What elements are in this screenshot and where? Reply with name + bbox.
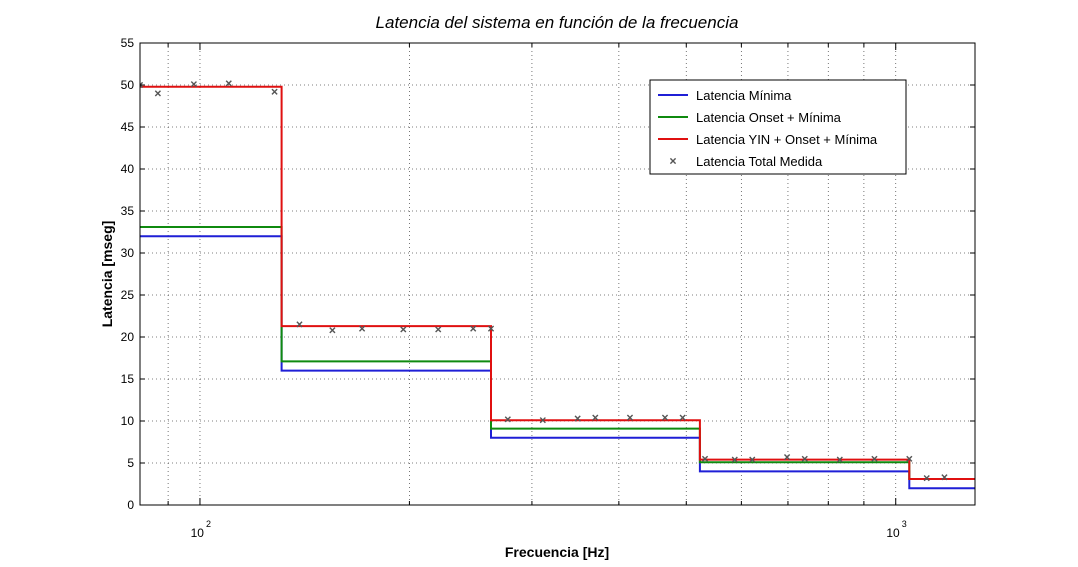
chart-title: Latencia del sistema en función de la fr… xyxy=(376,13,739,32)
data-point xyxy=(923,475,930,482)
legend-item: Latencia Total Medida xyxy=(669,154,823,169)
data-point xyxy=(271,88,278,95)
data-point xyxy=(731,456,738,463)
data-point xyxy=(661,414,669,421)
y-tick-label: 45 xyxy=(121,120,135,134)
data-point xyxy=(836,456,843,463)
x-tick-exponent: 3 xyxy=(902,519,907,529)
legend-label: Latencia Onset + Mínima xyxy=(696,110,842,125)
data-point xyxy=(329,327,336,334)
x-tick-label: 10 xyxy=(886,526,900,540)
legend-item: Latencia Onset + Mínima xyxy=(658,110,842,125)
series-line-2 xyxy=(140,85,975,480)
legend-label: Latencia YIN + Onset + Mínima xyxy=(696,132,878,147)
data-point xyxy=(701,455,709,462)
data-point xyxy=(504,416,511,423)
data-point xyxy=(871,455,878,462)
y-tick-label: 40 xyxy=(121,162,135,176)
data-point xyxy=(470,325,477,332)
data-point xyxy=(906,455,913,462)
data-point xyxy=(626,414,634,421)
x-axis-label: Frecuencia [Hz] xyxy=(505,544,609,560)
data-point xyxy=(539,417,546,424)
data-point xyxy=(592,414,599,421)
data-point xyxy=(358,325,366,332)
x-tick-exponent: 2 xyxy=(206,519,211,529)
data-point xyxy=(783,454,791,461)
data-point xyxy=(679,414,686,421)
legend: Latencia Mínima Latencia Onset + Mínima La… xyxy=(649,79,907,175)
legend-box xyxy=(649,79,907,175)
y-axis-label: Latencia [mseg] xyxy=(99,221,115,328)
data-point xyxy=(801,455,808,462)
y-tick-label: 20 xyxy=(121,330,135,344)
plot-frame xyxy=(139,42,976,506)
series-line-1 xyxy=(140,226,975,480)
data-point xyxy=(574,415,581,422)
y-tick-label: 10 xyxy=(121,414,135,428)
legend-item: Latencia Mínima xyxy=(658,88,792,103)
series-line-0 xyxy=(140,235,975,490)
data-point xyxy=(487,325,495,332)
data-point xyxy=(400,326,407,333)
data-point xyxy=(296,321,303,328)
data-point xyxy=(154,90,161,97)
legend-marker xyxy=(669,157,677,165)
y-tick-label: 35 xyxy=(121,204,135,218)
legend-label: Latencia Total Medida xyxy=(696,154,823,169)
y-tick-label: 30 xyxy=(121,246,135,260)
data-point xyxy=(225,80,232,87)
data-point xyxy=(140,81,144,89)
data-point xyxy=(941,474,948,481)
y-tick-label: 25 xyxy=(121,288,135,302)
data-point xyxy=(435,326,442,333)
x-tick-label: 10 xyxy=(191,526,205,540)
data-point xyxy=(749,456,756,463)
y-tick-label: 5 xyxy=(127,456,134,470)
legend-item: Latencia YIN + Onset + Mínima xyxy=(658,132,878,147)
y-tick-label: 50 xyxy=(121,78,135,92)
y-tick-label: 0 xyxy=(127,498,134,512)
legend-label: Latencia Mínima xyxy=(696,88,792,103)
series-layer xyxy=(140,80,975,490)
data-point xyxy=(190,81,197,88)
y-tick-label: 55 xyxy=(121,36,135,50)
y-tick-label: 15 xyxy=(121,372,135,386)
